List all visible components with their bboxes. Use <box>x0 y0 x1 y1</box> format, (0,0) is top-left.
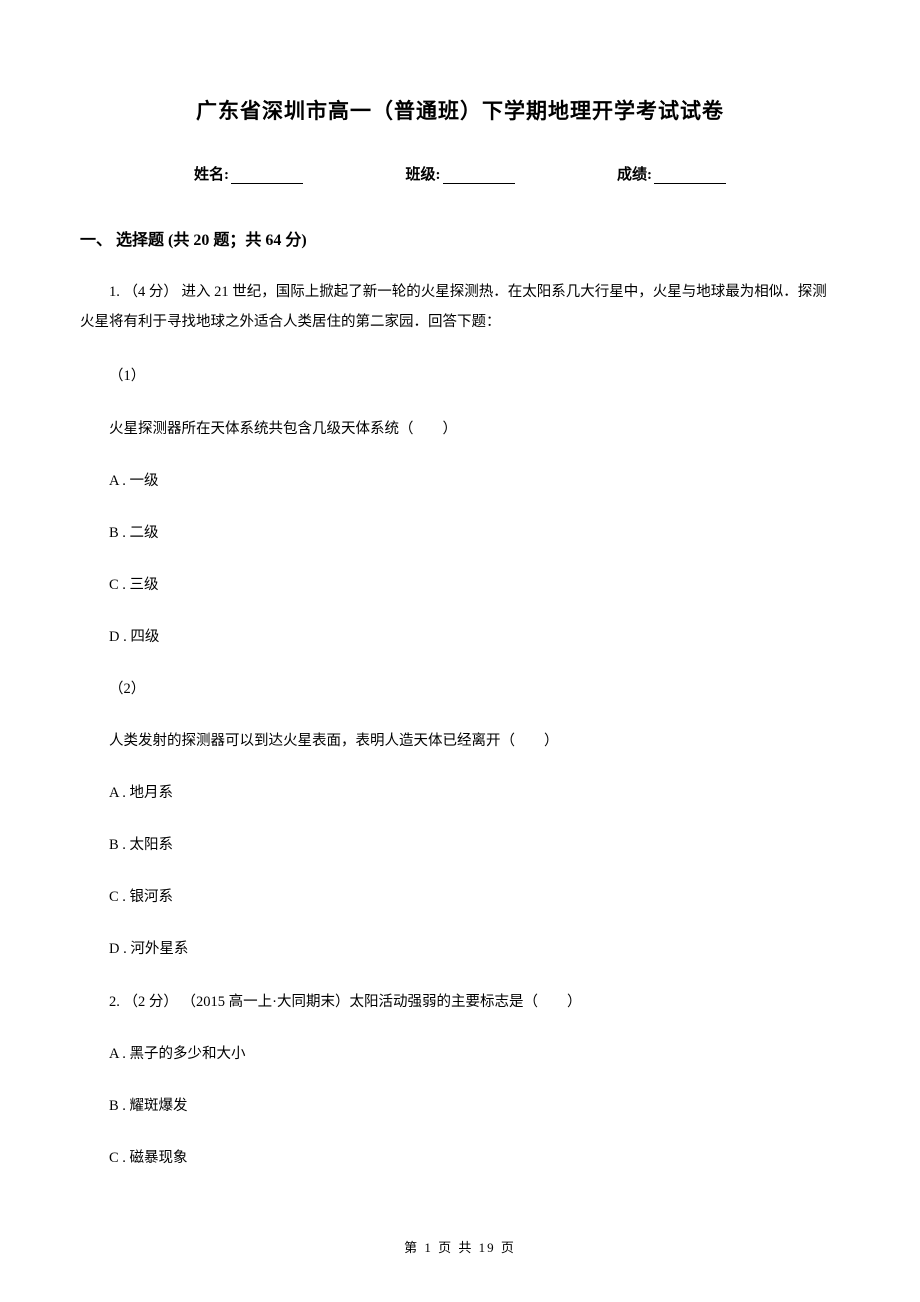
q2-option-a: A . 黑子的多少和大小 <box>80 1041 840 1067</box>
score-blank[interactable] <box>654 168 726 184</box>
q1-sub1-option-c: C . 三级 <box>80 572 840 598</box>
q2-option-c: C . 磁暴现象 <box>80 1145 840 1171</box>
name-blank[interactable] <box>231 168 303 184</box>
q1-sub2-option-a: A . 地月系 <box>80 780 840 806</box>
q2-option-b: B . 耀斑爆发 <box>80 1093 840 1119</box>
q2-text: 2. （2 分） （2015 高一上·大同期末）太阳活动强弱的主要标志是（ ） <box>80 989 840 1015</box>
q1-sub1-num: （1） <box>80 363 840 389</box>
q1-sub1-option-d: D . 四级 <box>80 624 840 650</box>
q1-sub1-text: 火星探测器所在天体系统共包含几级天体系统（ ） <box>80 416 840 442</box>
q1-sub1-option-a: A . 一级 <box>80 468 840 494</box>
q1-sub1-option-b: B . 二级 <box>80 520 840 546</box>
section-1-header: 一、 选择题 (共 20 题；共 64 分) <box>80 226 840 250</box>
q1-intro: 1. （4 分） 进入 21 世纪，国际上掀起了新一轮的火星探测热．在太阳系几大… <box>80 278 840 337</box>
q1-sub2-text: 人类发射的探测器可以到达火星表面，表明人造天体已经离开（ ） <box>80 728 840 754</box>
q1-sub2-option-b: B . 太阳系 <box>80 832 840 858</box>
q1-sub2-num: （2） <box>80 676 840 702</box>
exam-title: 广东省深圳市高一（普通班）下学期地理开学考试试卷 <box>80 95 840 125</box>
class-blank[interactable] <box>443 168 515 184</box>
score-label: 成绩: <box>617 163 652 184</box>
class-label: 班级: <box>406 163 441 184</box>
page-footer: 第 1 页 共 19 页 <box>0 1237 920 1256</box>
q1-sub2-option-c: C . 银河系 <box>80 884 840 910</box>
header-fields-row: 姓名: 班级: 成绩: <box>80 163 840 184</box>
name-label: 姓名: <box>194 163 229 184</box>
q1-sub2-option-d: D . 河外星系 <box>80 936 840 962</box>
